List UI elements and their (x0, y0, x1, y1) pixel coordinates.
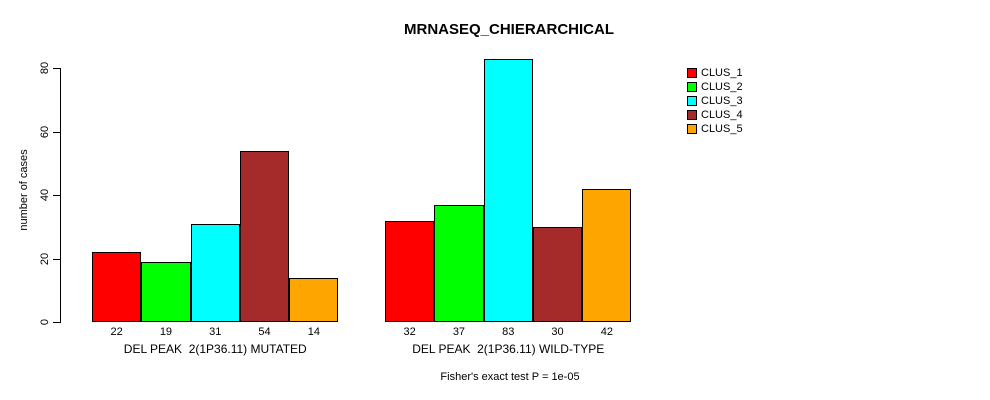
bar-CLUS_4 (239, 150, 290, 322)
y-tick (53, 258, 60, 260)
bar-CLUS_1 (385, 220, 435, 322)
legend-row: CLUS_4 (687, 108, 743, 122)
y-tick (53, 68, 60, 70)
legend-label: CLUS_3 (701, 95, 743, 107)
bar-CLUS_1 (92, 252, 142, 322)
group-label: DEL PEAK 2(1P36.11) MUTATED (123, 342, 307, 356)
y-tick-label: 20 (39, 252, 51, 265)
bar-value-label: 32 (403, 326, 416, 338)
y-tick (53, 195, 60, 197)
bar-value-label: 54 (258, 326, 271, 338)
bar-value-label: 22 (110, 326, 123, 338)
bar-value-label: 19 (159, 326, 173, 338)
bar-value-label: 42 (600, 326, 613, 338)
legend-swatch (687, 82, 697, 92)
legend-row: CLUS_1 (687, 66, 743, 80)
bar-value-label: 83 (502, 326, 515, 338)
legend-swatch (687, 124, 697, 134)
legend-label: CLUS_4 (701, 109, 743, 121)
y-tick-label: 80 (39, 62, 51, 75)
bar-CLUS_5 (289, 277, 339, 322)
bar-value-label: 37 (452, 326, 466, 338)
bar-CLUS_5 (582, 188, 632, 322)
legend-swatch (687, 110, 697, 120)
bar-CLUS_4 (532, 226, 583, 322)
legend-row: CLUS_2 (687, 80, 743, 94)
legend-row: CLUS_5 (687, 122, 743, 136)
bar-CLUS_3 (190, 223, 240, 322)
bar-value-label: 14 (307, 326, 320, 338)
bar-CLUS_2 (434, 204, 484, 322)
legend-swatch (687, 68, 697, 78)
legend-label: CLUS_1 (701, 67, 743, 79)
legend: CLUS_1 CLUS_2 CLUS_3 CLUS_4 CLUS_5 (687, 66, 743, 136)
legend-swatch (687, 96, 697, 106)
y-axis-line (60, 68, 61, 323)
bar-CLUS_2 (141, 261, 191, 322)
legend-label: CLUS_2 (701, 81, 743, 93)
bar-value-label: 31 (209, 326, 222, 338)
group-label: DEL PEAK 2(1P36.11) WILD-TYPE (412, 342, 605, 356)
y-tick (53, 131, 60, 133)
y-tick (53, 322, 60, 323)
y-tick-label: 0 (39, 318, 51, 326)
bar-value-label: 30 (551, 326, 564, 338)
bar-CLUS_3 (483, 58, 533, 322)
y-axis-label: number of cases (18, 149, 30, 231)
chart-title: MRNASEQ_CHIERARCHICAL (403, 21, 615, 38)
y-tick-label: 40 (39, 189, 51, 202)
y-tick-label: 60 (39, 125, 51, 138)
legend-label: CLUS_5 (701, 123, 743, 135)
legend-row: CLUS_3 (687, 94, 743, 108)
footnote: Fisher's exact test P = 1e-05 (440, 371, 580, 383)
